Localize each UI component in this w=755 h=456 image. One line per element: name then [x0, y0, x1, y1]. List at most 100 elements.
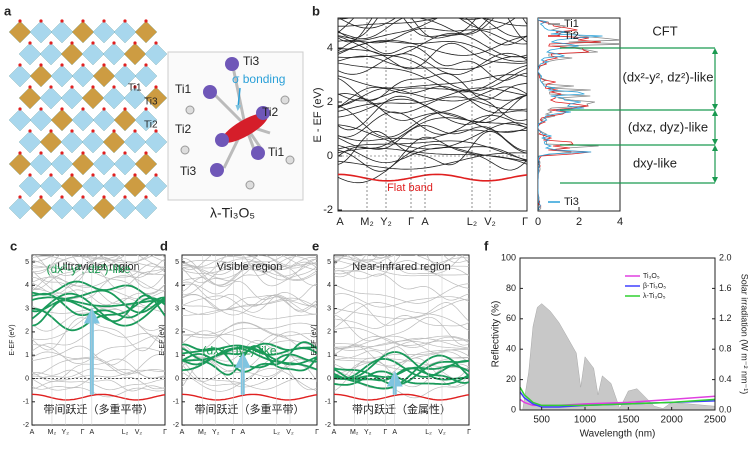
polyhedron — [92, 20, 116, 44]
oxygen — [102, 107, 106, 111]
band-line — [338, 18, 527, 39]
band-line — [71, 255, 165, 269]
oxygen — [144, 19, 148, 23]
legend-label: λ-Ti₃O₅ — [643, 293, 666, 300]
band-line — [32, 255, 165, 273]
panel-title: Visible region — [217, 261, 283, 273]
oxygen — [112, 129, 116, 133]
y-tick-label: 5 — [175, 259, 179, 266]
panel-title: Ultraviolet region — [57, 261, 140, 273]
oxygen — [112, 41, 116, 45]
x-tick-label: 1000 — [574, 415, 597, 426]
y-tick-label: 1 — [25, 352, 29, 359]
oxygen — [60, 195, 64, 199]
flat-band — [182, 393, 317, 401]
annotation: (dxz, dyz)-like — [202, 343, 276, 357]
polyhedron — [39, 174, 63, 198]
ti-atom — [256, 106, 270, 120]
band-line — [182, 265, 317, 295]
legend-label: Ti3 — [564, 196, 579, 208]
k-label: Y₂ — [380, 216, 392, 228]
k-label: Γ — [231, 429, 235, 436]
band-line — [338, 98, 527, 121]
band-line — [32, 369, 165, 392]
y-axis-label: Reflectivity (%) — [491, 301, 502, 368]
oxygen — [70, 173, 74, 177]
oxygen — [60, 107, 64, 111]
band-line — [334, 259, 469, 276]
oxygen — [39, 107, 43, 111]
y-tick-label: 3 — [327, 305, 331, 312]
polyhedron — [71, 108, 95, 132]
band-line — [334, 356, 469, 370]
y-axis-label: E-EF (eV) — [159, 324, 166, 355]
label: σ bonding — [232, 72, 285, 86]
band-line — [32, 255, 165, 269]
k-label: M₂ — [360, 216, 373, 228]
band-line — [338, 140, 527, 161]
caption: 带间跃迁（多重平带） — [44, 402, 154, 416]
y-tick-label: 1 — [327, 352, 331, 359]
polyhedron — [134, 64, 158, 88]
band-line — [182, 261, 317, 295]
legend-label: Ti1 — [564, 18, 579, 30]
oxygen — [102, 19, 106, 23]
k-label: L₂ — [273, 429, 280, 436]
oxygen — [112, 85, 116, 89]
polyhedron — [18, 42, 42, 66]
band-line — [338, 87, 527, 112]
polyhedron — [29, 64, 53, 88]
band-line — [334, 270, 469, 301]
band-line — [182, 291, 317, 313]
band-line — [334, 283, 469, 304]
oxygen — [70, 41, 74, 45]
band-line — [32, 255, 165, 275]
k-label: V₂ — [135, 429, 143, 436]
y-tick-label: 0 — [327, 150, 333, 162]
band-line — [338, 87, 527, 102]
polyhedron — [81, 86, 105, 110]
polyhedron — [113, 108, 137, 132]
band-line — [182, 255, 317, 286]
y-tick-label: -2 — [173, 422, 179, 429]
y-axis-label: E - EF (eV) — [312, 87, 324, 142]
legend-label: Ti2 — [564, 30, 579, 42]
oxygen — [81, 195, 85, 199]
band-line — [338, 105, 527, 138]
polyhedron — [71, 196, 95, 220]
polyhedron — [71, 20, 95, 44]
label: Ti1 — [268, 145, 285, 159]
polyhedron — [102, 42, 126, 66]
band-line — [182, 322, 317, 337]
y-tick-label: 0 — [25, 375, 29, 382]
polyhedron — [144, 86, 168, 110]
band-line — [32, 335, 165, 364]
polyhedron — [50, 20, 74, 44]
band-line — [182, 322, 317, 339]
oxygen — [91, 173, 95, 177]
band-line — [338, 62, 527, 93]
y-tick-label: -2 — [23, 422, 29, 429]
x-tick-label: 1500 — [617, 415, 640, 426]
label: Ti3 — [144, 97, 158, 108]
band-line — [182, 300, 317, 311]
x-tick-label: 4 — [617, 216, 623, 228]
ti-atom — [251, 146, 265, 160]
polyhedron — [102, 174, 126, 198]
band-line — [182, 264, 317, 280]
polyhedron — [134, 152, 158, 176]
band-line — [182, 255, 317, 268]
k-label: Γ — [467, 429, 471, 436]
solar-area — [522, 303, 716, 411]
k-label: A — [240, 429, 245, 436]
band-line — [338, 85, 527, 114]
y-tick-label: 4 — [327, 42, 333, 54]
band-line — [32, 317, 165, 352]
band-line — [334, 255, 469, 289]
polyhedron — [113, 20, 137, 44]
polyhedron — [92, 64, 116, 88]
oxygen — [102, 195, 106, 199]
polyhedron — [50, 152, 74, 176]
band-line — [32, 255, 165, 276]
band-line — [182, 356, 317, 377]
